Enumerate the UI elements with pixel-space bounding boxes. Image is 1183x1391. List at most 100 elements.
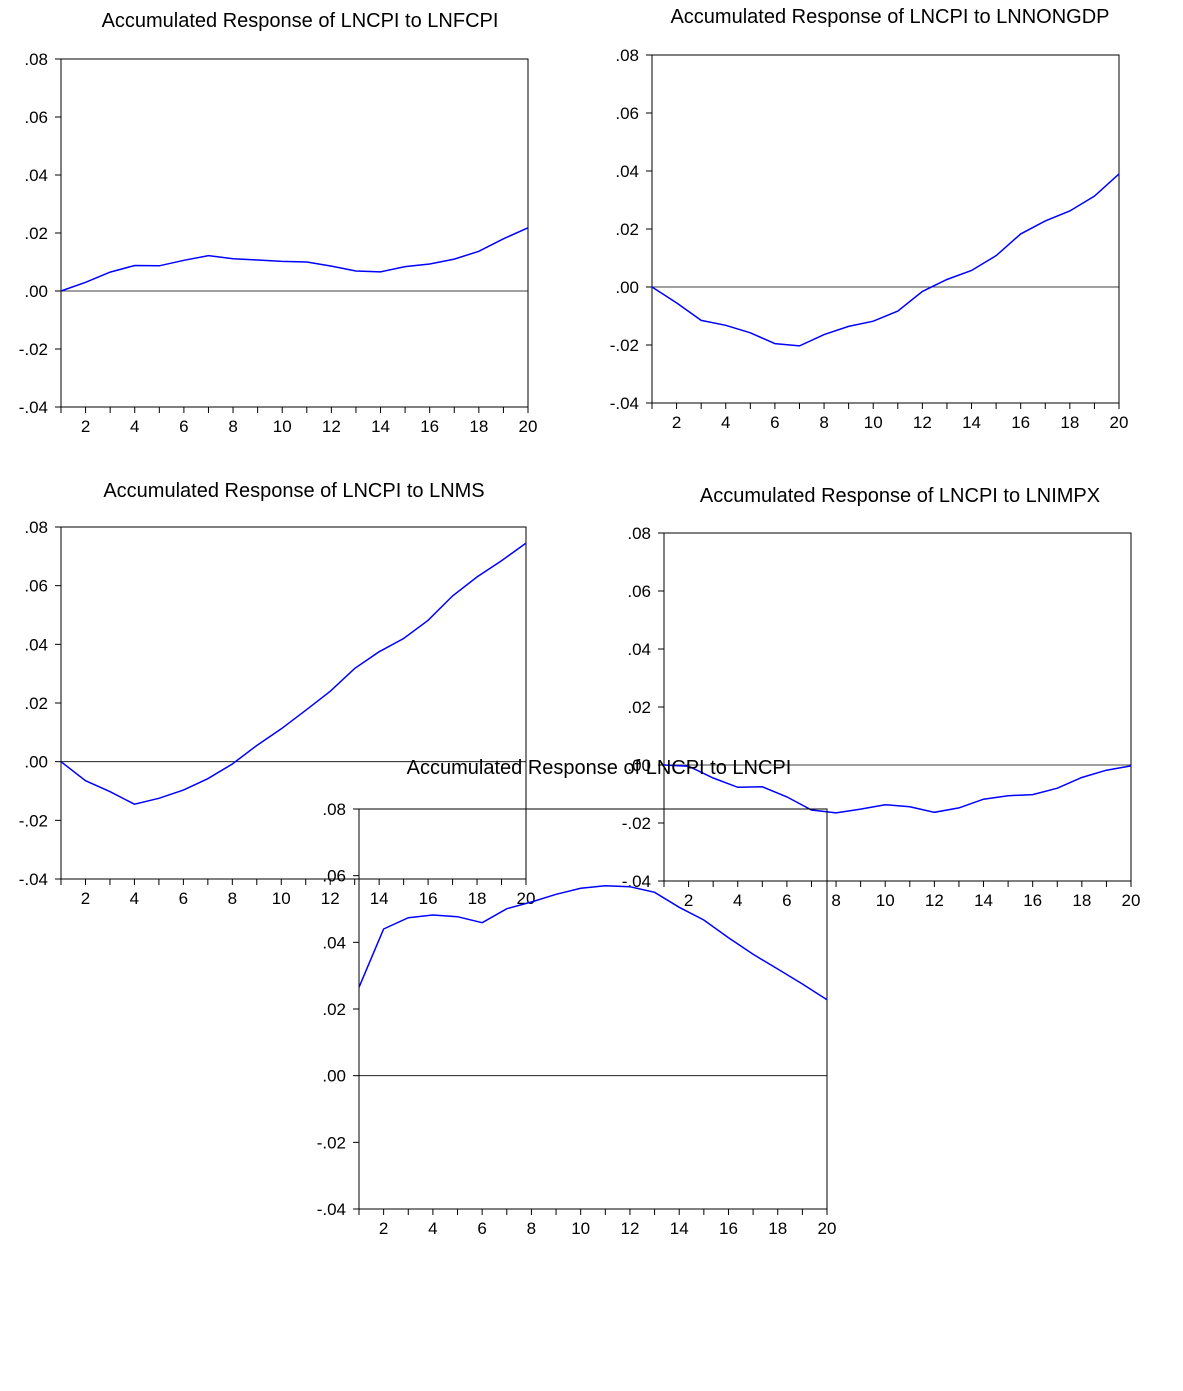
plot-frame <box>663 532 1132 882</box>
x-tick-label: 18 <box>469 417 488 436</box>
y-tick-label: -.04 <box>610 394 639 413</box>
x-tick-label: 10 <box>864 413 883 432</box>
y-tick-label: .04 <box>24 635 48 654</box>
y-tick-label: .06 <box>322 867 346 886</box>
y-tick-label: .08 <box>24 518 48 537</box>
y-tick-label: .02 <box>627 698 651 717</box>
x-tick-label: 2 <box>684 891 693 910</box>
x-tick-label: 16 <box>1011 413 1030 432</box>
y-tick-label: .00 <box>24 753 48 772</box>
x-tick-label: 18 <box>768 1219 787 1238</box>
plot-frame <box>358 808 828 1210</box>
y-tick-label: .04 <box>322 933 346 952</box>
y-tick-label: .04 <box>627 640 651 659</box>
x-tick-label: 12 <box>925 891 944 910</box>
plot-frame <box>651 54 1120 404</box>
y-tick-label: .06 <box>24 577 48 596</box>
x-tick-label: 2 <box>81 417 90 436</box>
chart-title: Accumulated Response of LNCPI to LNIMPX <box>700 485 1100 507</box>
plot-frame <box>60 526 527 880</box>
x-tick-label: 14 <box>371 417 390 436</box>
y-tick-label: .00 <box>615 278 639 297</box>
y-tick-label: -.02 <box>622 814 651 833</box>
x-tick-label: 6 <box>770 413 779 432</box>
y-tick-label: -.02 <box>610 336 639 355</box>
x-tick-label: 12 <box>321 889 340 908</box>
x-tick-label: 12 <box>620 1219 639 1238</box>
x-tick-label: 8 <box>831 891 840 910</box>
x-tick-label: 12 <box>913 413 932 432</box>
y-tick-label: .04 <box>24 166 48 185</box>
x-tick-label: 18 <box>468 889 487 908</box>
y-tick-label: .02 <box>24 694 48 713</box>
y-tick-label: .02 <box>322 1000 346 1019</box>
y-tick-label: -.04 <box>19 870 48 889</box>
chart-panel-lnimpx: Accumulated Response of LNCPI to LNIMPX … <box>622 485 1141 910</box>
chart-panel-lncpi: Accumulated Response of LNCPI to LNCPI -… <box>317 757 837 1238</box>
x-tick-label: 12 <box>322 417 341 436</box>
x-tick-label: 14 <box>974 891 993 910</box>
plot-frame <box>60 58 529 408</box>
chart-panel-lnms: Accumulated Response of LNCPI to LNMS -.… <box>19 480 536 908</box>
y-tick-label: -.04 <box>19 398 48 417</box>
chart-panel-lnfcpi: Accumulated Response of LNCPI to LNFCPI … <box>19 10 538 436</box>
chart-title: Accumulated Response of LNCPI to LNCPI <box>407 757 792 779</box>
x-tick-label: 2 <box>81 889 90 908</box>
x-tick-label: 4 <box>130 889 139 908</box>
x-tick-label: 10 <box>571 1219 590 1238</box>
y-tick-label: .00 <box>24 282 48 301</box>
x-tick-label: 6 <box>179 889 188 908</box>
x-tick-label: 8 <box>228 889 237 908</box>
x-tick-label: 6 <box>782 891 791 910</box>
y-tick-label: .02 <box>615 220 639 239</box>
response-line <box>358 884 828 1001</box>
x-tick-label: 20 <box>1110 413 1129 432</box>
x-tick-label: 6 <box>179 417 188 436</box>
x-tick-label: 14 <box>962 413 981 432</box>
y-tick-label: .00 <box>322 1067 346 1086</box>
x-tick-label: 14 <box>370 889 389 908</box>
y-tick-label: .00 <box>627 756 651 775</box>
x-tick-label: 8 <box>228 417 237 436</box>
x-tick-label: 16 <box>420 417 439 436</box>
response-line <box>663 764 1132 814</box>
y-tick-label: .06 <box>627 582 651 601</box>
x-tick-label: 4 <box>428 1219 437 1238</box>
response-line <box>651 173 1120 347</box>
x-tick-label: 8 <box>819 413 828 432</box>
x-tick-label: 16 <box>1023 891 1042 910</box>
y-tick-label: .08 <box>24 50 48 69</box>
x-tick-label: 20 <box>517 889 536 908</box>
x-tick-label: 20 <box>1122 891 1141 910</box>
x-tick-label: 10 <box>273 417 292 436</box>
x-tick-label: 4 <box>733 891 742 910</box>
y-tick-label: .02 <box>24 224 48 243</box>
chart-title: Accumulated Response of LNCPI to LNNONGD… <box>670 6 1109 28</box>
x-tick-label: 18 <box>1060 413 1079 432</box>
y-tick-label: .08 <box>627 524 651 543</box>
x-tick-label: 14 <box>670 1219 689 1238</box>
x-tick-label: 20 <box>519 417 538 436</box>
y-tick-label: .08 <box>615 46 639 65</box>
x-tick-label: 4 <box>130 417 139 436</box>
x-tick-label: 2 <box>672 413 681 432</box>
y-tick-label: .06 <box>24 108 48 127</box>
y-tick-label: -.02 <box>19 811 48 830</box>
x-tick-label: 10 <box>272 889 291 908</box>
response-line <box>60 227 529 292</box>
x-tick-label: 2 <box>379 1219 388 1238</box>
chart-title: Accumulated Response of LNCPI to LNMS <box>103 480 484 502</box>
x-tick-label: 10 <box>876 891 895 910</box>
y-tick-label: -.02 <box>317 1133 346 1152</box>
x-tick-label: 6 <box>477 1219 486 1238</box>
x-tick-label: 16 <box>419 889 438 908</box>
x-tick-label: 20 <box>818 1219 837 1238</box>
response-line <box>60 542 527 805</box>
chart-panel-lnnongdp: Accumulated Response of LNCPI to LNNONGD… <box>610 6 1129 432</box>
y-tick-label: .08 <box>322 800 346 819</box>
y-tick-label: -.02 <box>19 340 48 359</box>
y-tick-label: .06 <box>615 104 639 123</box>
x-tick-label: 16 <box>719 1219 738 1238</box>
y-tick-label: .04 <box>615 162 639 181</box>
